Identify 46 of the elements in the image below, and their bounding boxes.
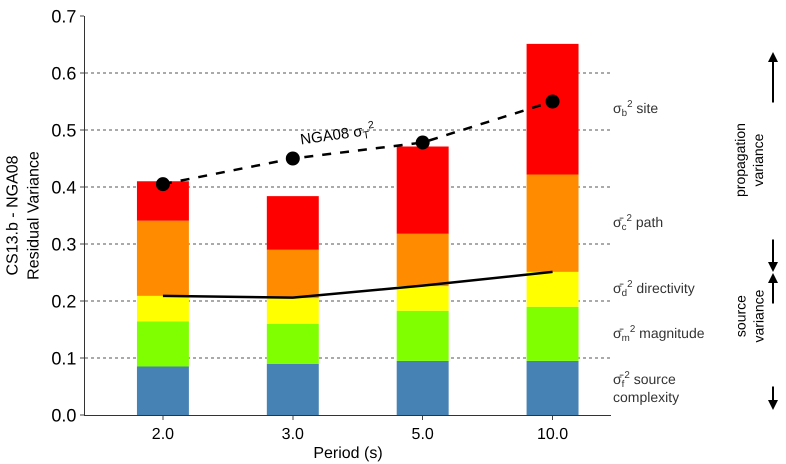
text: σ̄$_{d}$$^{2}$ directivity <box>613 279 695 299</box>
bar <box>526 174 579 272</box>
y-tick-label: 0.6 <box>51 63 76 84</box>
bar <box>526 306 579 361</box>
bar <box>526 272 579 307</box>
bar <box>266 324 319 364</box>
y-tick-label: 0.4 <box>51 177 76 198</box>
text: σ̄$_{f}$$^{2}$ source complexity <box>613 370 680 406</box>
text: σ̄$_{m}$$^{2}$ magnitude <box>613 324 705 344</box>
x-tick-label: 3.0 <box>282 426 304 444</box>
y-tick-label: 0.5 <box>51 120 76 140</box>
bar <box>266 298 319 324</box>
y-axis-title: CS13.b - NGA08 Residual Variance <box>4 151 42 280</box>
bar <box>136 322 189 367</box>
line-series <box>162 270 554 299</box>
y-tick-label: 0.2 <box>51 291 76 312</box>
point <box>286 152 300 166</box>
bar <box>526 360 579 415</box>
bar <box>136 181 189 221</box>
point <box>416 136 430 150</box>
bar <box>526 44 579 174</box>
text: σ$_{b}$$^{2}$ site <box>613 99 658 119</box>
bar <box>396 286 449 311</box>
x-axis-title: Period (s) <box>313 444 383 462</box>
x-tick-label: 5.0 <box>412 426 434 444</box>
x-tick-label: 2.0 <box>152 426 174 444</box>
bar <box>396 310 449 361</box>
bar <box>396 146 449 234</box>
x-tick-label: 10.0 <box>536 426 568 444</box>
y-tick-label: 0.3 <box>51 234 76 254</box>
bar <box>136 296 189 322</box>
bar <box>266 364 319 415</box>
point <box>156 177 170 192</box>
bar <box>266 196 319 250</box>
y-tick-label: 0.7 <box>51 6 76 26</box>
source-note: source variance <box>732 289 767 342</box>
bar <box>396 360 449 415</box>
bar <box>136 366 189 415</box>
point <box>546 94 560 108</box>
text: σ̄$_{c}$$^{2}$ path <box>613 213 664 233</box>
text: propagation variance <box>732 123 766 197</box>
bar <box>266 250 319 298</box>
y-tick-label: 0.1 <box>51 348 76 368</box>
bar <box>136 220 189 296</box>
bar <box>396 234 449 286</box>
y-tick-label: 0.0 <box>51 405 76 426</box>
